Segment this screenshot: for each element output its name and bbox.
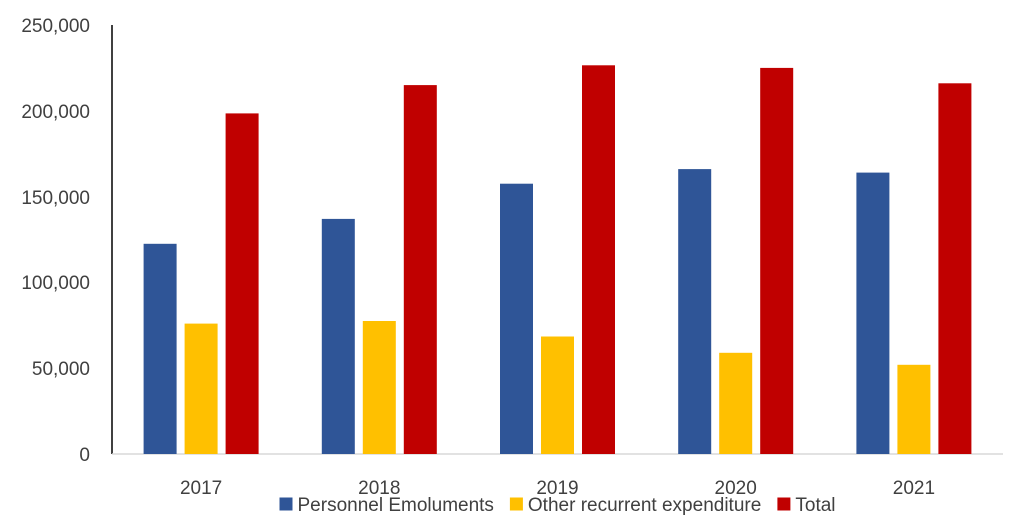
y-tick-label: 0 — [79, 445, 90, 466]
x-tick-label: 2017 — [180, 478, 222, 499]
x-tick-label: 2018 — [358, 478, 400, 499]
legend-swatch — [279, 497, 293, 511]
bar-personnel-emoluments-2020 — [678, 169, 712, 454]
bar-other-recurrent-expenditure-2019 — [541, 336, 574, 454]
bar-other-recurrent-expenditure-2021 — [897, 364, 931, 454]
bar-personnel-emoluments-2019 — [500, 183, 533, 454]
bar-series-group — [143, 65, 972, 455]
y-axis-tick-labels: 0 50,000 100,000 150,000 200,000 250,000 — [21, 16, 90, 466]
bar-total-2018 — [403, 85, 437, 454]
bar-personnel-emoluments-2021 — [856, 172, 890, 454]
legend: Personnel Emoluments Other recurrent expe… — [279, 495, 836, 516]
y-tick-label: 50,000 — [32, 359, 90, 380]
bar-personnel-emoluments-2018 — [321, 218, 355, 454]
bar-other-recurrent-expenditure-2017 — [184, 323, 218, 454]
y-tick-label: 200,000 — [21, 102, 90, 123]
bar-personnel-emoluments-2017 — [143, 243, 177, 454]
legend-swatch — [777, 497, 791, 511]
legend-swatch — [509, 497, 523, 511]
bar-other-recurrent-expenditure-2020 — [719, 352, 753, 454]
x-tick-label: 2019 — [536, 478, 578, 499]
y-tick-label: 250,000 — [21, 16, 90, 37]
legend-label: Total — [795, 495, 835, 516]
bar-total-2019 — [582, 65, 615, 455]
legend-item: Total — [777, 495, 836, 516]
legend-label: Other recurrent expenditure — [528, 495, 761, 516]
bar-total-2021 — [938, 83, 972, 455]
bar-total-2017 — [225, 113, 259, 455]
y-tick-label: 100,000 — [21, 273, 90, 294]
x-axis-tick-labels: 2017 2018 2019 2020 2021 — [180, 478, 935, 499]
bar-other-recurrent-expenditure-2018 — [362, 321, 396, 454]
legend-item: Other recurrent expenditure — [509, 495, 761, 516]
legend-label: Personnel Emoluments — [298, 495, 494, 516]
y-tick-label: 150,000 — [21, 188, 90, 209]
x-tick-label: 2021 — [893, 478, 935, 499]
legend-item: Personnel Emoluments — [279, 495, 494, 516]
bar-total-2020 — [760, 67, 794, 455]
x-tick-label: 2020 — [715, 478, 757, 499]
